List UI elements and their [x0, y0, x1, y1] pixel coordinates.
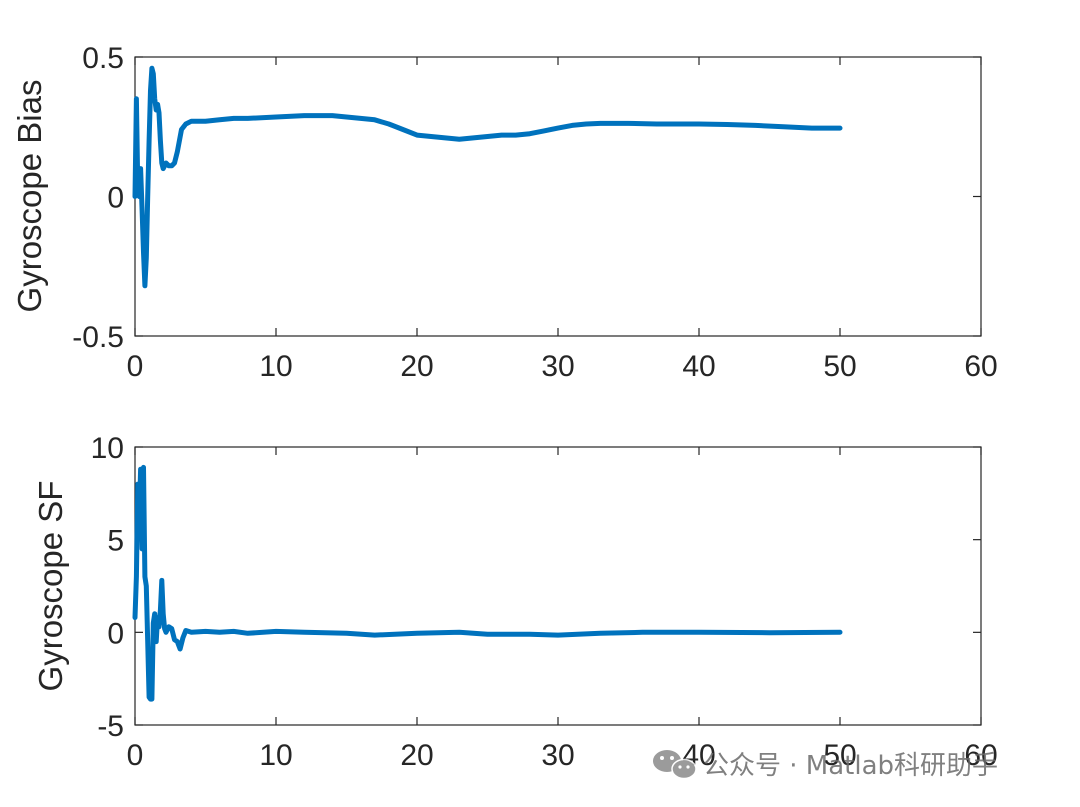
y-tick-label: 10 — [91, 432, 124, 465]
x-tick-labels: 0 10 20 30 40 50 60 — [127, 739, 998, 772]
x-tick-label: 10 — [259, 350, 292, 383]
axes-box — [134, 56, 982, 337]
x-tick-label: 0 — [127, 350, 144, 383]
x-tick-label: 30 — [541, 739, 574, 772]
y-tick-label: 0.5 — [82, 42, 124, 75]
x-tick-labels: 0 10 20 30 40 50 60 — [127, 350, 998, 383]
y-tick-label: 0 — [107, 617, 124, 650]
x-tick-label: 50 — [823, 739, 856, 772]
y-tick-labels: -5 0 5 10 — [91, 432, 124, 743]
x-tick-label: 60 — [964, 739, 997, 772]
tick-marks — [134, 56, 982, 337]
series-line — [132, 65, 843, 289]
watermark-text: 公众号 · Matlab科研助手 — [703, 751, 998, 781]
gyroscope-bias-chart: 0 10 20 30 40 50 60 -0.500.5 Gyroscope Bias — [11, 42, 998, 383]
wechat-icon — [653, 750, 697, 780]
x-tick-label: 40 — [682, 350, 715, 383]
x-tick-label: 30 — [541, 350, 574, 383]
x-tick-label: 20 — [400, 739, 433, 772]
x-tick-label: 0 — [127, 739, 144, 772]
y-tick-label: 0 — [107, 182, 124, 215]
watermark: 公众号 · Matlab科研助手 — [653, 750, 998, 781]
x-tick-label: 20 — [400, 350, 433, 383]
axes-box — [134, 446, 982, 726]
y-tick-label: 5 — [107, 525, 124, 558]
y-axis-label: Gyroscope Bias — [11, 80, 48, 313]
y-tick-labels: -0.5 0 0.5 — [72, 42, 124, 354]
x-tick-label: 50 — [823, 350, 856, 383]
x-tick-label: 10 — [259, 739, 292, 772]
y-axis-label: Gyroscope SF — [32, 481, 69, 692]
x-tick-label: 60 — [964, 350, 997, 383]
y-tick-label: -0.5 — [72, 321, 124, 354]
y-tick-label: -5 — [97, 710, 124, 743]
series-line — [132, 464, 843, 702]
